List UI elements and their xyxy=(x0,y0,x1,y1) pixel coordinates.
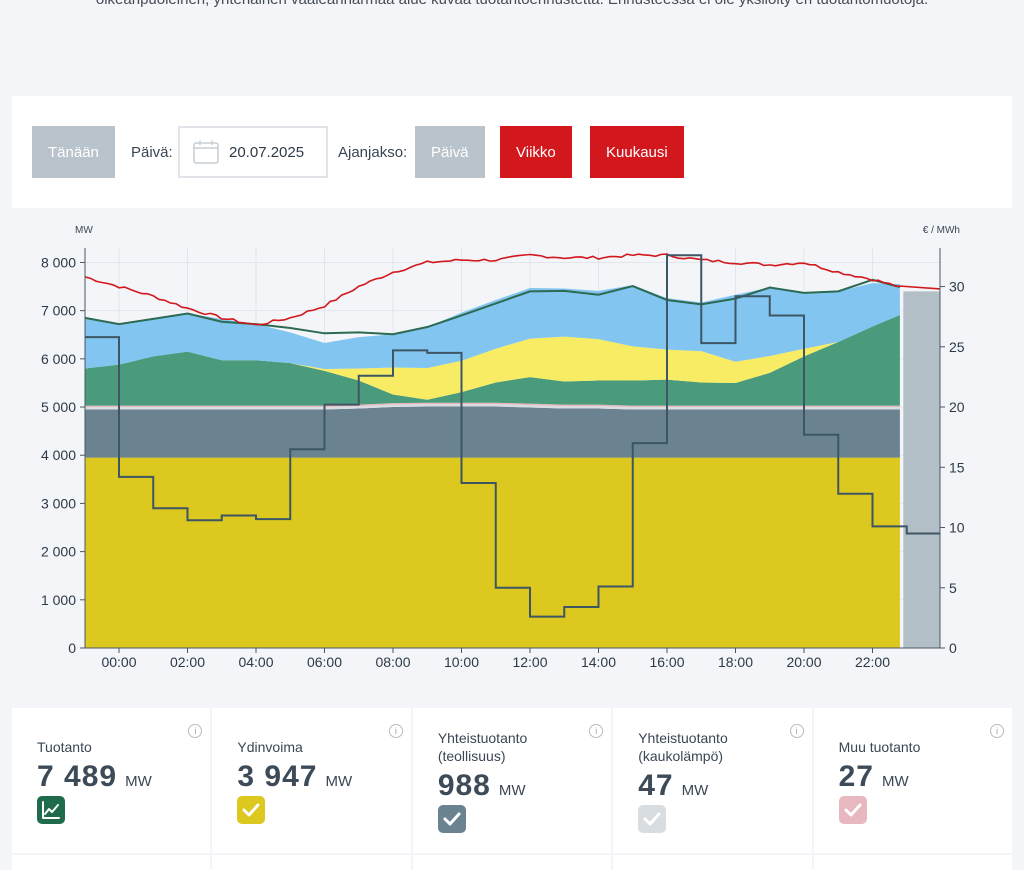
card-chp-industry[interactable]: Yhteistuotanto (teollisuus) 988 MW i xyxy=(412,708,612,853)
card-value-number: 7 489 xyxy=(37,760,118,793)
x-tick-label: 14:00 xyxy=(581,654,616,670)
card-unit: MW xyxy=(325,773,353,790)
info-icon[interactable]: i xyxy=(388,724,403,738)
check-icon xyxy=(437,805,466,833)
x-tick-label: 20:00 xyxy=(786,654,821,670)
area-nuclear xyxy=(85,457,900,648)
area-solar xyxy=(85,314,900,400)
date-value: 20.07.2025 xyxy=(229,143,305,161)
card-placeholder xyxy=(12,855,211,870)
right-tick-label: 30 xyxy=(949,279,965,295)
card-title: Yhteistuotanto (kaukolämpö) xyxy=(638,730,728,764)
left-tick-label: 6 000 xyxy=(41,351,76,367)
left-tick-label: 4 000 xyxy=(41,447,76,463)
date-label: Päivä: xyxy=(131,143,173,161)
x-tick-label: 16:00 xyxy=(649,654,684,670)
controls-panel: Tänään Päivä: 20.07.2025 Ajanjakso: Päiv… xyxy=(12,96,1012,208)
card-placeholder xyxy=(212,855,411,870)
x-tick-label: 10:00 xyxy=(444,654,479,670)
left-tick-label: 7 000 xyxy=(41,303,76,319)
info-icon[interactable]: i xyxy=(589,724,604,738)
x-tick-label: 18:00 xyxy=(718,654,753,670)
calendar-icon xyxy=(193,140,219,164)
info-icon[interactable]: i xyxy=(789,724,804,738)
chart-line-icon xyxy=(37,796,65,824)
card-title: Yhteistuotanto (teollisuus) xyxy=(437,730,528,764)
left-tick-label: 5 000 xyxy=(41,399,76,415)
card-value: 27 MW xyxy=(839,760,909,794)
right-axis-unit: € / MWh xyxy=(923,225,960,236)
period-day-button[interactable]: Päivä xyxy=(415,126,485,178)
area-district-chp xyxy=(85,404,900,410)
card-placeholder xyxy=(813,855,1013,870)
x-tick-label: 00:00 xyxy=(101,654,136,670)
card-unit: MW xyxy=(681,782,709,799)
x-tick-label: 06:00 xyxy=(307,654,342,670)
card-value-number: 988 xyxy=(437,769,491,802)
left-tick-label: 1 000 xyxy=(41,592,76,608)
card-nuclear[interactable]: Ydinvoima 3 947 MW i xyxy=(212,708,411,853)
card-value-number: 27 xyxy=(838,760,874,793)
card-value: 7 489 MW xyxy=(37,760,152,794)
area-other xyxy=(85,402,900,408)
card-placeholder xyxy=(412,855,612,870)
card-value-number: 3 947 xyxy=(237,760,318,793)
cards-row-2 xyxy=(12,855,1013,870)
left-tick-label: 2 000 xyxy=(41,544,76,560)
check-icon xyxy=(838,796,867,824)
card-unit: MW xyxy=(498,782,526,799)
area-hydro xyxy=(85,314,900,406)
info-icon[interactable]: i xyxy=(990,724,1005,738)
right-tick-label: 15 xyxy=(949,459,965,475)
right-tick-label: 10 xyxy=(949,520,965,536)
x-tick-label: 12:00 xyxy=(512,654,547,670)
card-placeholder xyxy=(613,855,812,870)
info-icon[interactable]: i xyxy=(188,724,203,738)
period-week-button[interactable]: Viikko xyxy=(500,126,572,178)
date-picker[interactable]: 20.07.2025 xyxy=(178,126,328,178)
summary-cards: Tuotanto 7 489 MW i Ydinvoima 3 947 MW i Y… xyxy=(12,708,1013,870)
card-value-number: 47 xyxy=(638,769,674,802)
area-industrial-chp xyxy=(85,406,900,458)
forecast-area xyxy=(903,291,940,648)
total-production-line xyxy=(84,278,901,336)
period-month-button[interactable]: Kuukausi xyxy=(590,126,684,178)
right-tick-label: 20 xyxy=(949,399,965,415)
card-value: 47 MW xyxy=(638,769,708,803)
left-tick-label: 3 000 xyxy=(41,495,76,511)
period-label: Ajanjakso: xyxy=(338,143,408,161)
check-icon xyxy=(638,805,667,833)
left-axis-unit: MW xyxy=(75,225,93,236)
left-tick-label: 8 000 xyxy=(41,254,76,270)
right-tick-label: 25 xyxy=(949,339,965,355)
intro-text: oikeanpuoleinen, yhtenäinen vaaleanharma… xyxy=(0,0,1024,8)
price-line xyxy=(85,254,940,618)
card-chp-district[interactable]: Yhteistuotanto (kaukolämpö) 47 MW i xyxy=(613,708,812,853)
today-button[interactable]: Tänään xyxy=(32,126,115,178)
right-tick-label: 0 xyxy=(949,640,957,656)
card-title: Ydinvoima xyxy=(237,739,303,755)
card-value: 3 947 MW xyxy=(237,760,352,794)
left-tick-label: 0 xyxy=(68,640,76,656)
card-production[interactable]: Tuotanto 7 489 MW i xyxy=(12,708,211,853)
consumption-line xyxy=(84,253,941,326)
check-icon xyxy=(237,796,266,824)
x-tick-label: 22:00 xyxy=(855,654,890,670)
x-tick-label: 02:00 xyxy=(170,654,205,670)
card-title: Muu tuotanto xyxy=(838,739,921,755)
card-other[interactable]: Muu tuotanto 27 MW i xyxy=(813,708,1013,853)
right-tick-label: 5 xyxy=(949,580,957,596)
card-value: 988 MW xyxy=(438,769,526,803)
card-title: Tuotanto xyxy=(37,739,92,755)
production-chart: 0 1 000 2 000 3 000 4 000 5 000 6 000 7 000 8 00… xyxy=(12,208,1012,706)
x-tick-label: 04:00 xyxy=(238,654,273,670)
card-unit: MW xyxy=(882,773,909,790)
card-unit: MW xyxy=(125,773,152,790)
x-tick-label: 08:00 xyxy=(375,654,410,670)
